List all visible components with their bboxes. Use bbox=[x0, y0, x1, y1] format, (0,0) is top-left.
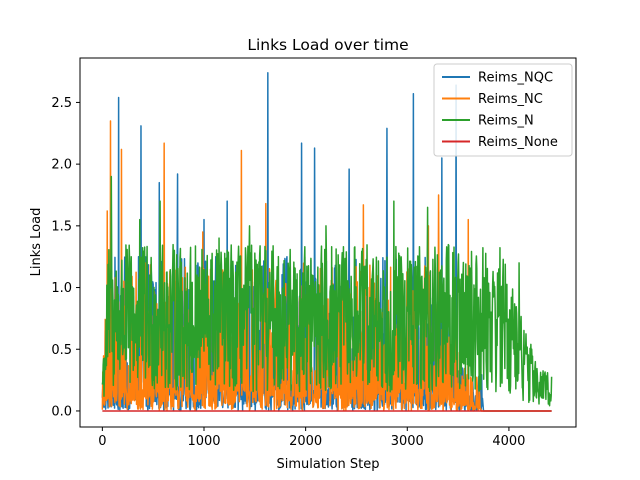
y-tick-label: 0.0 bbox=[51, 404, 72, 419]
y-tick-label: 2.0 bbox=[51, 158, 72, 173]
legend: Reims_NQC Reims_NC Reims_N Reims_None bbox=[433, 63, 573, 157]
x-tick-label: 2000 bbox=[289, 434, 322, 449]
y-axis-label: Links Load bbox=[29, 208, 44, 277]
x-tick-label: 3000 bbox=[391, 434, 424, 449]
legend-label: Reims_NQC bbox=[478, 71, 553, 86]
legend-box bbox=[433, 63, 573, 157]
x-axis-label: Simulation Step bbox=[277, 457, 380, 472]
y-tick-label: 1.0 bbox=[51, 281, 72, 296]
legend-label: Reims_None bbox=[478, 135, 558, 150]
x-tick-label: 0 bbox=[98, 434, 106, 449]
x-tick-label: 4000 bbox=[492, 434, 525, 449]
legend-label: Reims_NC bbox=[478, 92, 543, 107]
series-line-reims-nqc bbox=[101, 72, 552, 412]
plot-area: 0 1000 2000 3000 4000 0.0 0.5 1.0 1.5 2.0 2.5 Reims… bbox=[51, 57, 577, 449]
series-line-reims-n bbox=[101, 175, 553, 407]
x-tick-label: 1000 bbox=[187, 434, 220, 449]
legend-label: Reims_N bbox=[478, 114, 534, 129]
axes-frame bbox=[79, 57, 577, 428]
y-tick-label: 1.5 bbox=[51, 219, 72, 234]
y-tick-label: 0.5 bbox=[51, 343, 72, 358]
series-group bbox=[101, 72, 553, 412]
chart-title: Links Load over time bbox=[247, 36, 408, 54]
y-tick-label: 2.5 bbox=[51, 96, 72, 111]
